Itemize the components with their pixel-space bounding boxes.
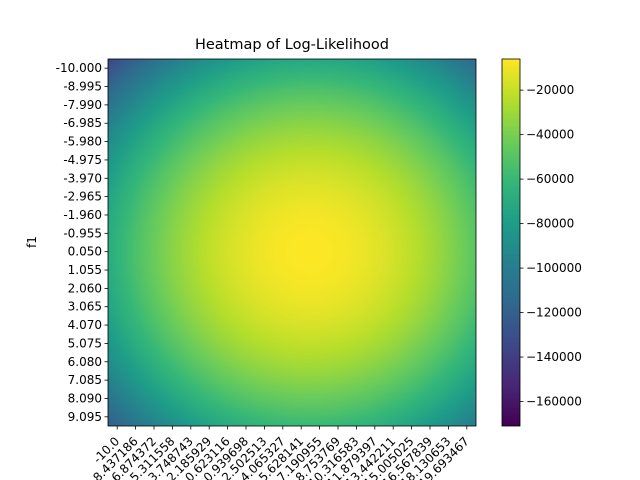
y-tick-label: -0.955: [63, 226, 102, 240]
colorbar-tick-label: −160000: [526, 395, 582, 409]
y-axis: -10.000 -8.995 -7.990 -6.985 -5.980 -4.975 -3.…: [56, 61, 108, 424]
colorbar-tick-label: −140000: [526, 350, 582, 364]
y-axis-label: f1: [25, 236, 39, 248]
y-tick-label: 8.090: [68, 391, 102, 405]
x-axis: -10.0-8.437186-6.874372-5.311558-3.74874…: [87, 426, 472, 480]
y-tick-label: 6.080: [68, 355, 102, 369]
y-tick-label: 5.075: [68, 336, 102, 350]
y-tick-label: -1.960: [63, 208, 102, 222]
colorbar-tick-label: −40000: [526, 128, 574, 142]
y-tick-label: -6.985: [63, 116, 102, 130]
colorbar-tick-label: −100000: [526, 261, 582, 275]
y-tick-label: -7.990: [63, 98, 102, 112]
y-tick-label: 9.095: [68, 410, 102, 424]
y-tick-label: -10.000: [56, 61, 102, 75]
y-tick-label: 3.065: [68, 300, 102, 314]
y-tick-label: 1.055: [68, 263, 102, 277]
colorbar-tick-label: −120000: [526, 306, 582, 320]
y-tick-label: 2.060: [68, 281, 102, 295]
y-tick-label: -5.980: [63, 135, 102, 149]
plot-area: [107, 58, 477, 427]
y-tick-label: -2.965: [63, 190, 102, 204]
colorbar: −20000 −40000 −60000 −80000 −100000 −120000 −1…: [501, 58, 582, 427]
plot-frame: [107, 58, 477, 427]
heatmap-image: [108, 59, 476, 426]
colorbar-tick-label: −20000: [526, 83, 574, 97]
y-tick-label: -3.970: [63, 171, 102, 185]
colorbar-tick-label: −60000: [526, 172, 574, 186]
y-tick-label: 4.070: [68, 318, 102, 332]
colorbar-gradient: [502, 59, 520, 426]
colorbar-ticks: −20000 −40000 −60000 −80000 −100000 −120000 −1…: [520, 83, 582, 409]
colorbar-frame: [501, 58, 521, 427]
colorbar-tick-label: −80000: [526, 217, 574, 231]
y-tick-label: -4.975: [63, 153, 102, 167]
y-tick-label: 0.050: [68, 245, 102, 259]
y-tick-label: -8.995: [63, 80, 102, 94]
y-tick-label: 7.085: [68, 373, 102, 387]
chart-title: Heatmap of Log-Likelihood: [195, 37, 389, 53]
